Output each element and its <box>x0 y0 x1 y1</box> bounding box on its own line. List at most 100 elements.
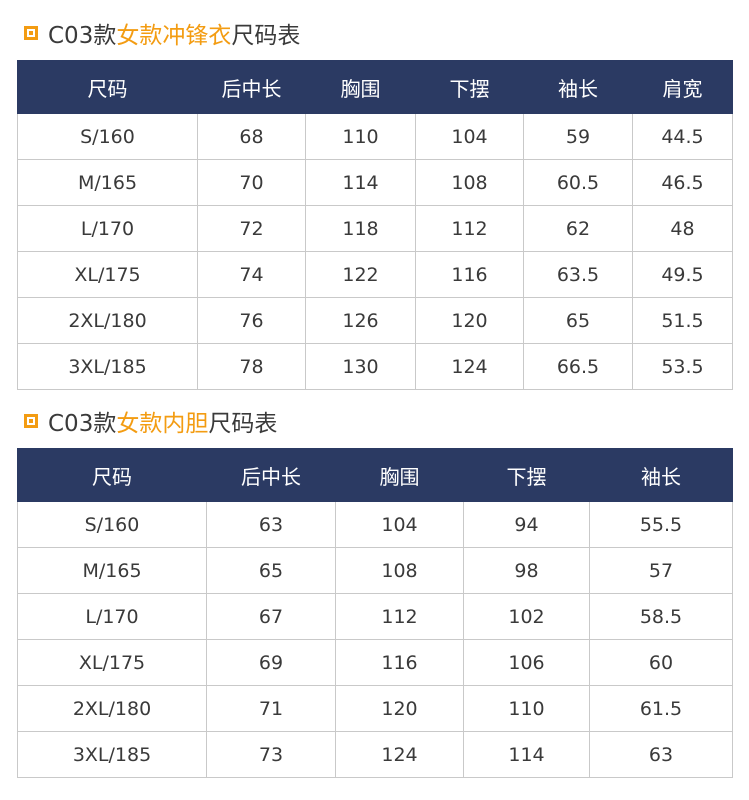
measurement-cell: 108 <box>415 159 524 206</box>
table-body: S/160 68 110 104 59 44.5 M/165 70 114 108 60.5 46.5… <box>17 113 733 390</box>
size-cell: L/170 <box>17 593 207 640</box>
table-row: M/165 70 114 108 60.5 46.5 <box>17 159 733 206</box>
column-header: 下摆 <box>415 60 524 114</box>
column-header: 胸围 <box>305 60 416 114</box>
measurement-cell: 63 <box>589 731 733 778</box>
measurement-cell: 72 <box>197 205 306 252</box>
measurement-cell: 116 <box>415 251 524 298</box>
column-header: 胸围 <box>335 448 464 502</box>
table-body: S/160 63 104 94 55.5 M/165 65 108 98 57 L/170 67 112… <box>17 501 733 778</box>
measurement-cell: 59 <box>523 113 633 160</box>
measurement-cell: 106 <box>463 639 590 686</box>
measurement-cell: 130 <box>305 343 416 390</box>
size-cell: L/170 <box>17 205 198 252</box>
title-highlight: 女款内胆 <box>116 411 209 437</box>
measurement-cell: 116 <box>335 639 464 686</box>
measurement-cell: 74 <box>197 251 306 298</box>
size-cell: 3XL/185 <box>17 343 198 390</box>
square-bullet-icon <box>24 26 38 40</box>
measurement-cell: 104 <box>415 113 524 160</box>
measurement-cell: 126 <box>305 297 416 344</box>
title-highlight: 女款冲锋衣 <box>116 23 232 49</box>
table-row: 2XL/180 76 126 120 65 51.5 <box>17 297 733 344</box>
measurement-cell: 120 <box>335 685 464 732</box>
square-bullet-icon <box>24 414 38 428</box>
table-row: 3XL/185 73 124 114 63 <box>17 731 733 778</box>
measurement-cell: 62 <box>523 205 633 252</box>
table-row: M/165 65 108 98 57 <box>17 547 733 594</box>
measurement-cell: 120 <box>415 297 524 344</box>
table-row: XL/175 69 116 106 60 <box>17 639 733 686</box>
title-suffix: 尺码表 <box>208 411 278 437</box>
measurement-cell: 124 <box>415 343 524 390</box>
size-cell: M/165 <box>17 547 207 594</box>
measurement-cell: 71 <box>206 685 336 732</box>
measurement-cell: 114 <box>463 731 590 778</box>
measurement-cell: 65 <box>523 297 633 344</box>
measurement-cell: 61.5 <box>589 685 733 732</box>
size-cell: 2XL/180 <box>17 297 198 344</box>
title-suffix: 尺码表 <box>231 23 301 49</box>
measurement-cell: 110 <box>463 685 590 732</box>
table-row: L/170 67 112 102 58.5 <box>17 593 733 640</box>
measurement-cell: 48 <box>632 205 733 252</box>
measurement-cell: 65 <box>206 547 336 594</box>
measurement-cell: 46.5 <box>632 159 733 206</box>
size-cell: S/160 <box>17 113 198 160</box>
measurement-cell: 98 <box>463 547 590 594</box>
size-cell: S/160 <box>17 501 207 548</box>
measurement-cell: 112 <box>415 205 524 252</box>
measurement-cell: 68 <box>197 113 306 160</box>
measurement-cell: 122 <box>305 251 416 298</box>
size-cell: M/165 <box>17 159 198 206</box>
measurement-cell: 63.5 <box>523 251 633 298</box>
size-cell: XL/175 <box>17 251 198 298</box>
measurement-cell: 104 <box>335 501 464 548</box>
size-cell: 3XL/185 <box>17 731 207 778</box>
measurement-cell: 49.5 <box>632 251 733 298</box>
table-row: 3XL/185 78 130 124 66.5 53.5 <box>17 343 733 390</box>
column-header: 袖长 <box>523 60 633 114</box>
table-row: L/170 72 118 112 62 48 <box>17 205 733 252</box>
measurement-cell: 60 <box>589 639 733 686</box>
column-header: 下摆 <box>463 448 590 502</box>
measurement-cell: 53.5 <box>632 343 733 390</box>
measurement-cell: 60.5 <box>523 159 633 206</box>
measurement-cell: 73 <box>206 731 336 778</box>
size-cell: XL/175 <box>17 639 207 686</box>
measurement-cell: 70 <box>197 159 306 206</box>
measurement-cell: 124 <box>335 731 464 778</box>
section-title-liner: C03款 女款内胆 尺码表 <box>24 404 277 438</box>
measurement-cell: 58.5 <box>589 593 733 640</box>
measurement-cell: 63 <box>206 501 336 548</box>
measurement-cell: 112 <box>335 593 464 640</box>
column-header: 后中长 <box>206 448 336 502</box>
liner-size-table: 尺码 后中长 胸围 下摆 袖长 S/160 63 104 94 55.5 M/165 65 1… <box>17 448 733 778</box>
table-row: S/160 68 110 104 59 44.5 <box>17 113 733 160</box>
measurement-cell: 94 <box>463 501 590 548</box>
measurement-cell: 118 <box>305 205 416 252</box>
jacket-size-table: 尺码 后中长 胸围 下摆 袖长 肩宽 S/160 68 110 104 59 44.5 M/… <box>17 60 733 390</box>
measurement-cell: 78 <box>197 343 306 390</box>
measurement-cell: 110 <box>305 113 416 160</box>
measurement-cell: 108 <box>335 547 464 594</box>
measurement-cell: 69 <box>206 639 336 686</box>
table-row: 2XL/180 71 120 110 61.5 <box>17 685 733 732</box>
measurement-cell: 51.5 <box>632 297 733 344</box>
size-cell: 2XL/180 <box>17 685 207 732</box>
measurement-cell: 44.5 <box>632 113 733 160</box>
table-header-row: 尺码 后中长 胸围 下摆 袖长 肩宽 <box>17 60 733 114</box>
table-row: XL/175 74 122 116 63.5 49.5 <box>17 251 733 298</box>
measurement-cell: 55.5 <box>589 501 733 548</box>
column-header: 后中长 <box>197 60 306 114</box>
measurement-cell: 102 <box>463 593 590 640</box>
measurement-cell: 114 <box>305 159 416 206</box>
section-title-jacket: C03款 女款冲锋衣 尺码表 <box>24 16 300 50</box>
title-prefix: C03款 <box>48 23 117 49</box>
measurement-cell: 67 <box>206 593 336 640</box>
measurement-cell: 76 <box>197 297 306 344</box>
column-header: 袖长 <box>589 448 733 502</box>
table-header-row: 尺码 后中长 胸围 下摆 袖长 <box>17 448 733 502</box>
table-row: S/160 63 104 94 55.5 <box>17 501 733 548</box>
title-prefix: C03款 <box>48 411 117 437</box>
